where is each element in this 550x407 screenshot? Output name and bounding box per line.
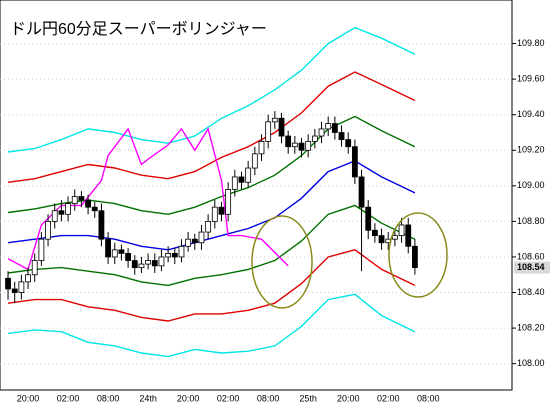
candle-body	[412, 245, 418, 269]
candle-body	[51, 210, 58, 222]
candle-body	[245, 167, 252, 183]
candle-body	[211, 206, 218, 222]
y-tick-label: 109.60	[517, 74, 545, 84]
candle-body	[331, 123, 338, 133]
candle-body	[311, 135, 318, 142]
candle-body	[225, 188, 232, 215]
candle-body	[358, 176, 365, 208]
y-tick-label: 108.80	[517, 216, 545, 226]
y-tick-label: 108.60	[517, 251, 545, 261]
highlight-circle	[251, 215, 313, 309]
y-tick-label: 108.20	[517, 322, 545, 332]
candle-body	[18, 281, 25, 293]
candle-body	[338, 132, 345, 140]
candle-body	[138, 263, 145, 269]
plot-frame	[0, 0, 513, 391]
candle-body	[278, 117, 285, 137]
candle-body	[205, 220, 212, 233]
candle-body	[31, 260, 38, 276]
candle-body	[218, 206, 225, 215]
candle-body	[185, 238, 192, 247]
candle-body	[78, 196, 85, 201]
candle-body	[171, 253, 178, 258]
candle-body	[198, 231, 205, 244]
candle-body	[178, 245, 185, 258]
x-tick-label: 20:00	[17, 393, 40, 403]
last-price-box	[514, 261, 550, 274]
band-line	[7, 26, 416, 153]
candle-body	[285, 135, 292, 148]
highlight-circle	[388, 212, 448, 298]
band-line	[7, 204, 416, 287]
x-tick-label: 25th	[299, 393, 317, 403]
y-tick-label: 109.40	[517, 109, 545, 119]
x-tick-label: 02:00	[57, 393, 80, 403]
x-tick-label: 08:00	[257, 393, 280, 403]
candle-body	[305, 140, 312, 151]
candle-body	[91, 206, 98, 212]
candle-body	[371, 229, 378, 237]
y-tick-label: 109.80	[517, 38, 545, 48]
candle-body	[258, 140, 265, 155]
candle-body	[345, 139, 352, 148]
candle-body	[298, 142, 305, 151]
plot-layer	[0, 26, 512, 365]
candle-body	[191, 238, 198, 244]
y-tick-label: 108.00	[517, 358, 545, 368]
chart-title: ドル円60分足スーパーボリンジャー	[10, 20, 267, 38]
x-tick-label: 02:00	[377, 393, 400, 403]
candle-body	[238, 176, 245, 183]
candle-body	[165, 253, 172, 258]
candle-body	[125, 253, 131, 261]
candle-body	[365, 206, 372, 231]
last-price-label: 108.54	[517, 262, 545, 272]
candle-body	[405, 224, 412, 247]
candle-body	[325, 123, 332, 130]
x-tick-label: 08:00	[417, 393, 440, 403]
candle-body	[391, 235, 398, 240]
candle-body	[85, 199, 91, 208]
candle-body	[65, 203, 71, 215]
x-tick-label: 20:00	[177, 393, 200, 403]
candle-body	[145, 260, 152, 265]
x-tick-label: 20:00	[337, 393, 360, 403]
candle-body	[265, 121, 272, 142]
candle-body	[251, 153, 258, 169]
candle-body	[231, 176, 238, 190]
candle-body	[318, 128, 325, 137]
x-tick-label: 08:00	[97, 393, 120, 403]
candle-body	[111, 249, 118, 258]
candle-body	[71, 196, 78, 205]
x-tick-label: 02:00	[217, 393, 240, 403]
band-line	[7, 293, 416, 358]
candle-body	[378, 235, 385, 244]
candle-body	[151, 260, 158, 267]
y-tick-label: 108.40	[517, 287, 545, 297]
candle-body	[11, 288, 18, 293]
candle-body	[131, 260, 138, 269]
candle-body	[25, 274, 31, 283]
y-tick-label: 109.20	[517, 145, 545, 155]
candle-body	[291, 142, 298, 148]
candle-body	[351, 146, 358, 178]
candle-body	[105, 238, 111, 258]
candle-body	[5, 277, 11, 290]
y-tick-label: 109.00	[517, 180, 545, 190]
candle-body	[45, 220, 51, 240]
band-line	[7, 71, 416, 183]
candle-body	[158, 256, 165, 267]
candle-body	[271, 117, 278, 123]
band-line	[7, 249, 416, 322]
candle-body	[38, 238, 45, 261]
candle-body	[398, 224, 405, 237]
candle-body	[118, 249, 125, 254]
x-tick-label: 24th	[139, 393, 157, 403]
candle-body	[58, 210, 65, 215]
candle-body	[98, 210, 105, 240]
